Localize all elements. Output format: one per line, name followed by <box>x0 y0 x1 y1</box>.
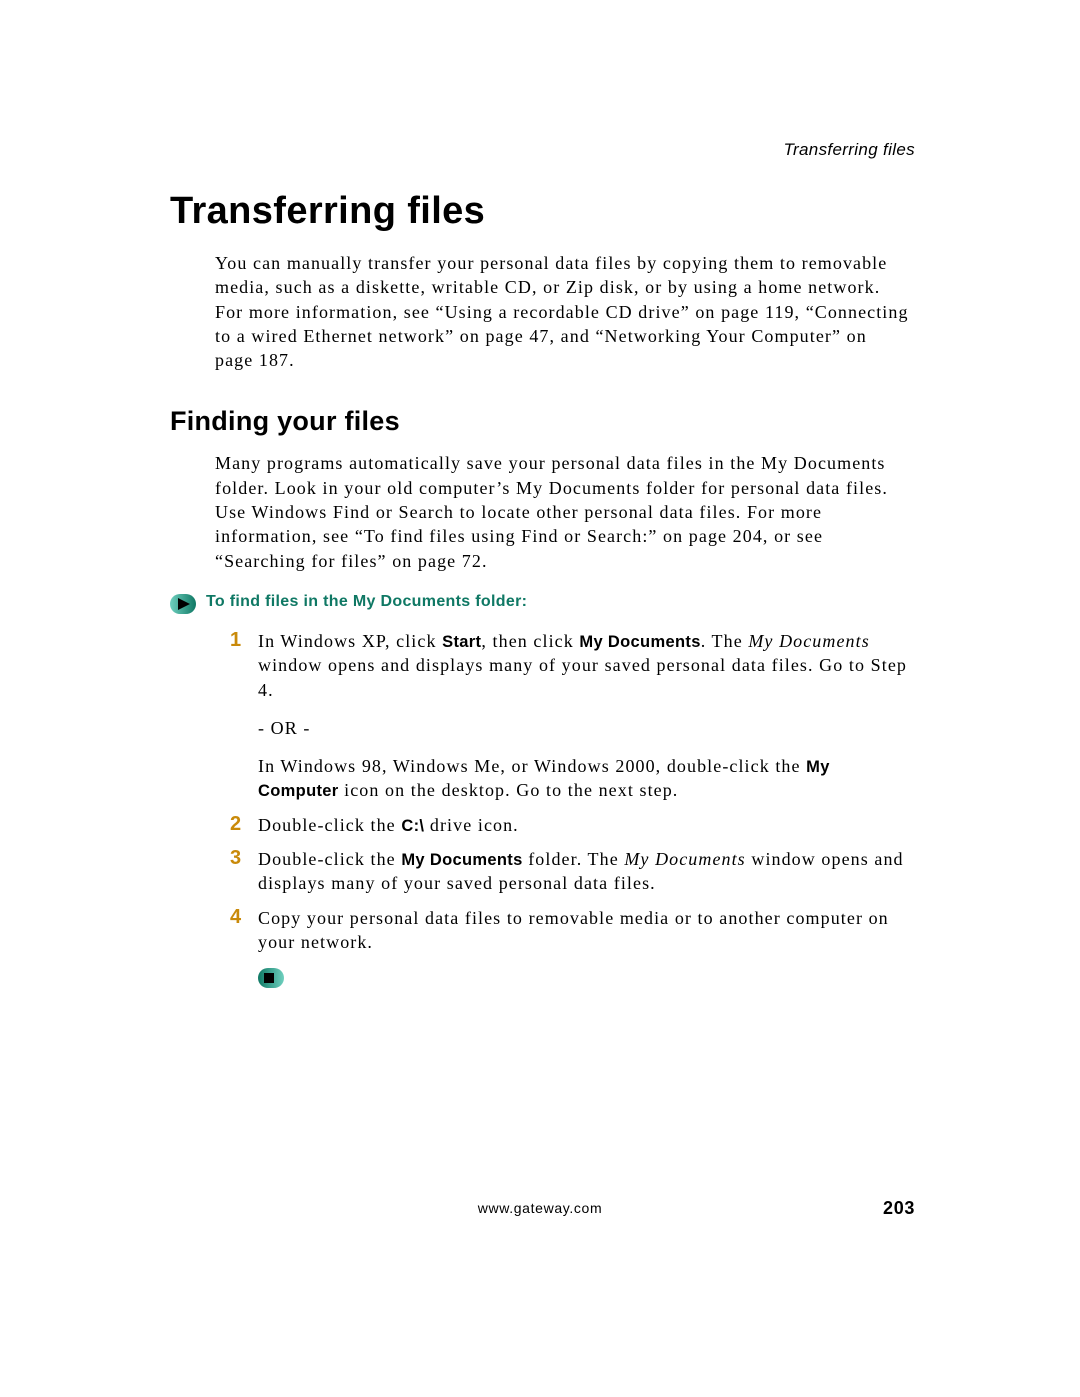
step-number: 1 <box>230 629 258 652</box>
text: drive icon. <box>424 815 518 835</box>
text: icon on the desktop. Go to the next step… <box>339 780 679 800</box>
page-content: Transferring files You can manually tran… <box>170 140 910 993</box>
finding-paragraph: Many programs automatically save your pe… <box>215 451 910 572</box>
footer: www.gateway.com <box>0 1200 1080 1218</box>
bold-text: My Documents <box>579 633 700 651</box>
text: In Windows XP, click <box>258 631 442 651</box>
text: window opens and displays many of your s… <box>258 655 907 699</box>
bold-text: My Documents <box>401 851 522 869</box>
step-2: 2 Double-click the C:\ drive icon. <box>230 813 910 837</box>
step-number: 3 <box>230 847 258 870</box>
step-1: 1 In Windows XP, click Start, then click… <box>230 629 910 803</box>
step-4: 4 Copy your personal data files to remov… <box>230 906 910 955</box>
step-body: Copy your personal data files to removab… <box>258 906 910 955</box>
bold-text: C:\ <box>401 817 424 835</box>
step-number: 2 <box>230 813 258 836</box>
steps-list: 1 In Windows XP, click Start, then click… <box>230 629 910 954</box>
page-title: Transferring files <box>170 190 910 233</box>
text: , then click <box>481 631 579 651</box>
bold-text: Start <box>442 633 481 651</box>
text: . The <box>701 631 749 651</box>
text: Double-click the <box>258 849 401 869</box>
text: folder. The <box>523 849 625 869</box>
stop-icon <box>258 968 910 993</box>
procedure-header: To find files in the My Documents folder… <box>170 593 910 619</box>
text: In Windows 98, Windows Me, or Windows 20… <box>258 756 806 776</box>
or-separator: - OR - <box>258 716 910 740</box>
play-icon <box>170 594 196 619</box>
step-body: Double-click the My Documents folder. Th… <box>258 847 910 896</box>
procedure-title: To find files in the My Documents folder… <box>206 593 527 611</box>
step-3: 3 Double-click the My Documents folder. … <box>230 847 910 896</box>
page-number: 203 <box>883 1198 915 1219</box>
italic-text: My Documents <box>748 631 869 651</box>
intro-paragraph: You can manually transfer your personal … <box>215 251 910 372</box>
text: Double-click the <box>258 815 401 835</box>
italic-text: My Documents <box>624 849 745 869</box>
step-number: 4 <box>230 906 258 929</box>
footer-url: www.gateway.com <box>478 1200 603 1216</box>
section-subtitle: Finding your files <box>170 406 910 437</box>
step-body: Double-click the C:\ drive icon. <box>258 813 910 837</box>
text: Copy your personal data files to removab… <box>258 906 910 955</box>
step-body: In Windows XP, click Start, then click M… <box>258 629 910 803</box>
